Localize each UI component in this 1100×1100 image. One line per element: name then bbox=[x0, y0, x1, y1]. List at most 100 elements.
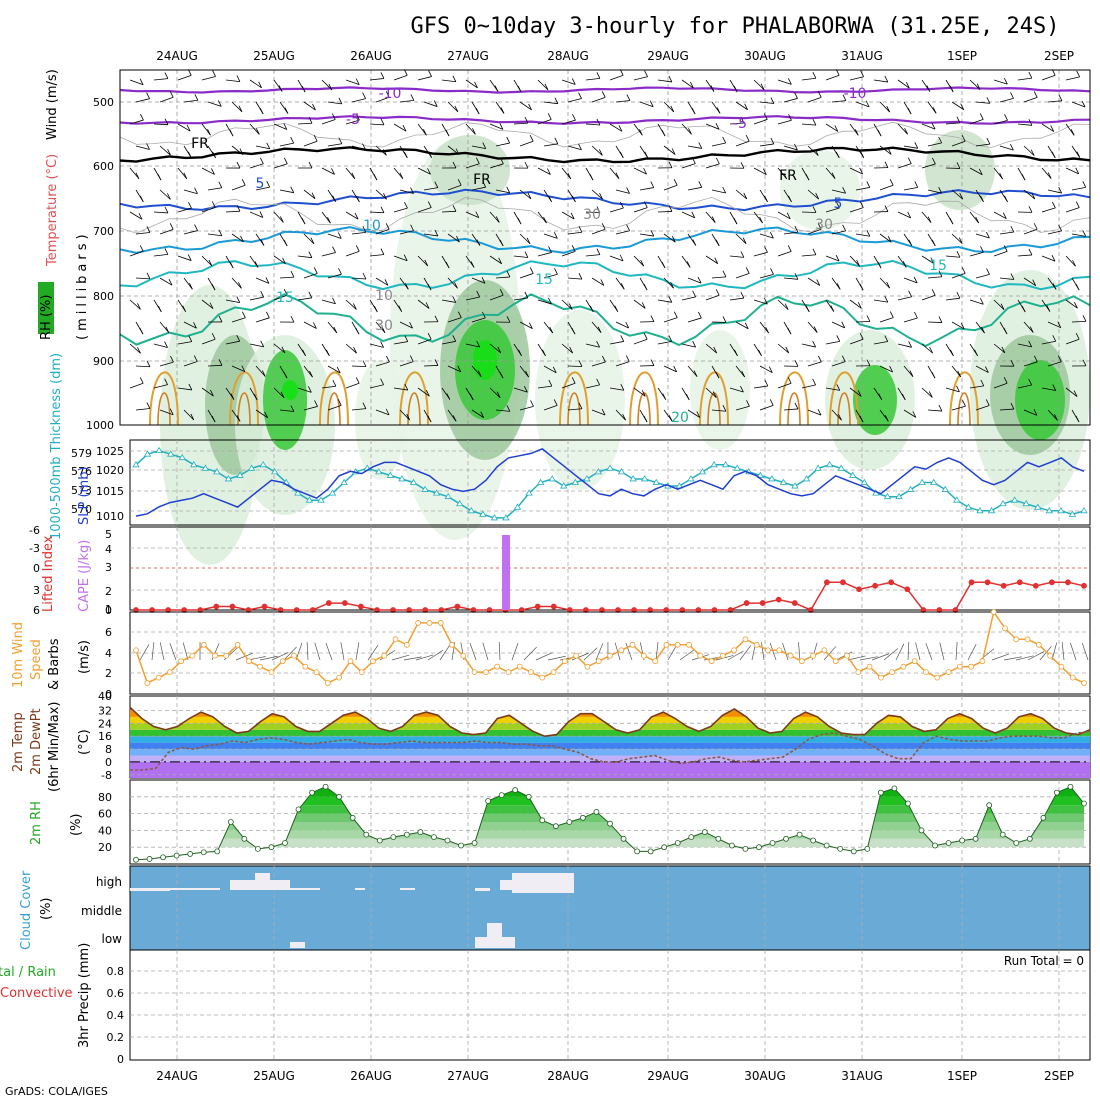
wind10-speed-point bbox=[539, 674, 546, 681]
wind-barb-flag bbox=[1075, 167, 1080, 175]
rh2m-point bbox=[647, 848, 654, 855]
wind-barb bbox=[855, 321, 871, 323]
wind-barb-flag bbox=[722, 186, 727, 194]
wind-barb bbox=[753, 385, 768, 389]
wind-barb-flag bbox=[931, 371, 936, 379]
rh2m-point bbox=[837, 845, 844, 852]
wind-barb bbox=[201, 255, 213, 267]
wind-barb bbox=[447, 277, 458, 289]
wind10-speed-point bbox=[607, 652, 613, 659]
rh2m-label: 2m RH bbox=[29, 801, 44, 845]
wind10-barb bbox=[314, 642, 321, 661]
wind-barb bbox=[1023, 189, 1036, 200]
wind-barb bbox=[561, 250, 576, 257]
wind-barb bbox=[297, 122, 313, 125]
wind-barb-flag bbox=[1046, 305, 1051, 312]
wind-barb-flag bbox=[889, 311, 894, 318]
wind-barb bbox=[543, 101, 558, 105]
wind-barb bbox=[663, 101, 675, 113]
wind-barb-flag bbox=[524, 161, 529, 169]
wind-barb-flag bbox=[638, 129, 643, 136]
wind10-barb bbox=[847, 655, 866, 661]
thickness-point bbox=[224, 475, 233, 482]
rh2m-point bbox=[634, 848, 640, 855]
wind10-barb bbox=[871, 653, 889, 661]
wind-barb-flag bbox=[456, 235, 460, 243]
rh2m-point bbox=[295, 806, 302, 813]
wind-barb bbox=[609, 207, 624, 213]
thickness-point bbox=[305, 496, 314, 503]
wind-barb bbox=[735, 273, 750, 279]
wind-barb-flag bbox=[1050, 125, 1055, 132]
wind-barb bbox=[711, 189, 726, 194]
temp-contour-25 bbox=[629, 371, 659, 426]
wind-barb-flag bbox=[1074, 301, 1078, 309]
wind-barb-flag bbox=[1032, 279, 1037, 286]
thickness-point bbox=[456, 499, 464, 507]
wind-barb bbox=[345, 119, 360, 125]
freezing-level-contour bbox=[119, 146, 1091, 164]
wind-barb bbox=[759, 101, 774, 104]
wind10-speed-point bbox=[550, 669, 557, 676]
wind-barb bbox=[855, 187, 870, 191]
lifted-index-label: Lifted Index bbox=[41, 535, 56, 612]
wind-barb bbox=[753, 79, 765, 91]
wind-barb-flag bbox=[229, 261, 234, 269]
wind-barb bbox=[1065, 338, 1080, 345]
contour-label: FR bbox=[779, 168, 797, 184]
wind-barb-flag bbox=[362, 402, 367, 409]
wind-barb-flag bbox=[542, 349, 546, 357]
wind-barb bbox=[159, 189, 171, 200]
wind-barb-flag bbox=[309, 370, 313, 378]
wind-barb bbox=[969, 167, 983, 176]
wind-barb-flag bbox=[758, 349, 762, 356]
wind-barb-flag bbox=[311, 192, 316, 199]
wind-barb-flag bbox=[313, 135, 318, 142]
wind-barb bbox=[849, 255, 860, 267]
wind-barb bbox=[609, 74, 624, 81]
thickness-point bbox=[941, 485, 949, 492]
wind-barb-flag bbox=[889, 179, 894, 186]
bottom-date-label: 29AUG bbox=[647, 1069, 689, 1083]
wind-barb-flag bbox=[913, 276, 918, 284]
bottom-date-label: 28AUG bbox=[547, 1069, 589, 1083]
rh2m-point bbox=[417, 829, 424, 835]
wind-barb-flag bbox=[668, 335, 673, 342]
wind-barb-flag bbox=[999, 172, 1003, 180]
wind-barb-flag bbox=[931, 122, 936, 130]
wind-barb-flag bbox=[907, 211, 912, 219]
wind-barb-flag bbox=[740, 291, 745, 299]
wind-barb bbox=[921, 255, 935, 264]
wind-barb-flag bbox=[620, 384, 625, 391]
wind-barb bbox=[567, 145, 582, 151]
wind-barb bbox=[399, 321, 413, 329]
wind10-speed-point bbox=[234, 641, 241, 648]
bottom-date-label: 26AUG bbox=[350, 1069, 392, 1083]
wind-barb-flag bbox=[1010, 92, 1014, 99]
wind-barb-flag bbox=[399, 172, 404, 179]
wind-barb-flag bbox=[817, 223, 822, 230]
top-date-label: 1SEP bbox=[947, 49, 977, 63]
thickness-point bbox=[201, 464, 210, 471]
wind10-axis-labels: 10m Wind Speed & Barbs (m/s) bbox=[11, 622, 92, 690]
wind-barb-flag bbox=[956, 291, 961, 299]
wind-barb-flag bbox=[697, 276, 702, 284]
wind-barb bbox=[423, 101, 438, 107]
wind-barb-flag bbox=[140, 113, 144, 121]
wind-barb bbox=[783, 98, 798, 103]
wind-barb-flag bbox=[553, 399, 558, 406]
wind-barb bbox=[585, 384, 600, 389]
thickness-point bbox=[571, 478, 580, 485]
wind-barb-flag bbox=[691, 157, 696, 164]
wind-barb-flag bbox=[425, 302, 430, 309]
wind-barb bbox=[183, 361, 198, 367]
wind10-barb bbox=[547, 655, 566, 661]
wind-barb-flag bbox=[644, 70, 648, 77]
wind-barb bbox=[831, 321, 845, 329]
wind-barb-flag bbox=[1002, 212, 1007, 219]
rh2m-point bbox=[756, 844, 762, 851]
wind10-barb bbox=[379, 649, 396, 661]
wind-barb-flag bbox=[482, 311, 486, 319]
wind-barb bbox=[423, 187, 438, 191]
